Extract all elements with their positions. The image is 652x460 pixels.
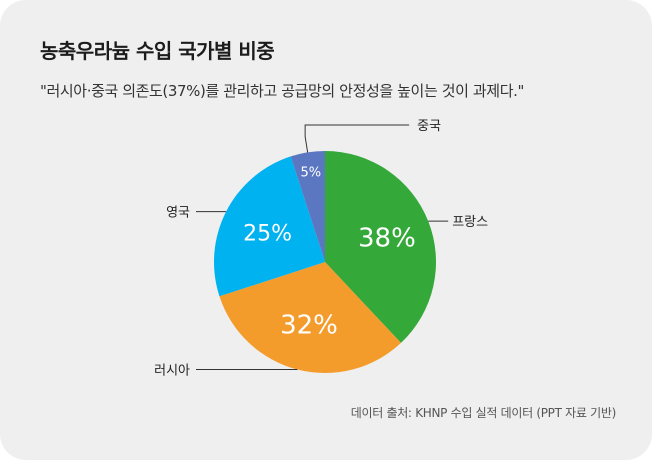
pie-slice-0 — [325, 151, 437, 343]
slice-category-label-2: 영국 — [166, 206, 190, 221]
slice-category-label-0: 프랑스 — [452, 215, 488, 230]
chart-title: 농축우라늄 수입 국가별 비중 — [40, 39, 275, 63]
pie-slice-1 — [219, 262, 401, 373]
slice-category-label-1: 러시아 — [154, 364, 190, 379]
chart-subtitle: "러시아·중국 의존도(37%)를 관리하고 공급망의 안정성을 높이는 것이 … — [40, 82, 524, 100]
slice-value-label-3: 5% — [300, 166, 321, 181]
data-source-note: 데이터 출처: KHNP 수입 실적 데이터 (PPT 자료 기반) — [350, 406, 617, 420]
slice-category-label-3: 중국 — [417, 119, 441, 134]
pie-slice-3 — [290, 151, 325, 262]
slice-value-label-2: 25% — [243, 221, 292, 246]
leader-line-3 — [304, 124, 410, 153]
slice-value-label-1: 32% — [280, 310, 338, 340]
slice-value-label-0: 38% — [358, 224, 416, 254]
pie-slice-2 — [214, 156, 325, 297]
